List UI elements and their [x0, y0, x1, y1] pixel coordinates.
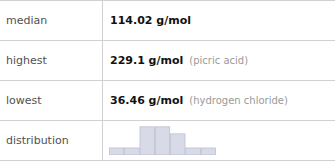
row-divider [0, 120, 335, 121]
row-label: lowest [6, 94, 42, 107]
histogram-bar [155, 127, 170, 155]
column-divider [102, 0, 103, 161]
histogram-bar [186, 148, 201, 155]
row-divider [0, 80, 335, 81]
row-label: distribution [6, 134, 69, 147]
histogram-bar [109, 148, 124, 155]
row-value: 36.46 g/mol [110, 94, 183, 107]
row-divider [0, 160, 335, 161]
row-value: 114.02 g/mol [110, 14, 191, 27]
histogram-bar [140, 127, 155, 155]
histogram [109, 127, 215, 155]
histogram-bar [125, 148, 140, 155]
row-label: median [6, 14, 47, 27]
row-value: 229.1 g/mol [110, 54, 183, 67]
histogram-bar [201, 148, 216, 155]
row-note: (hydrogen chloride) [189, 95, 288, 106]
row-divider [0, 0, 335, 1]
row-divider [0, 40, 335, 41]
histogram-bar [171, 134, 186, 155]
row-label: highest [6, 54, 47, 67]
row-note: (picric acid) [189, 55, 248, 66]
stat-card: median 114.02 g/mol highest 229.1 g/mol (pic… [0, 0, 335, 161]
